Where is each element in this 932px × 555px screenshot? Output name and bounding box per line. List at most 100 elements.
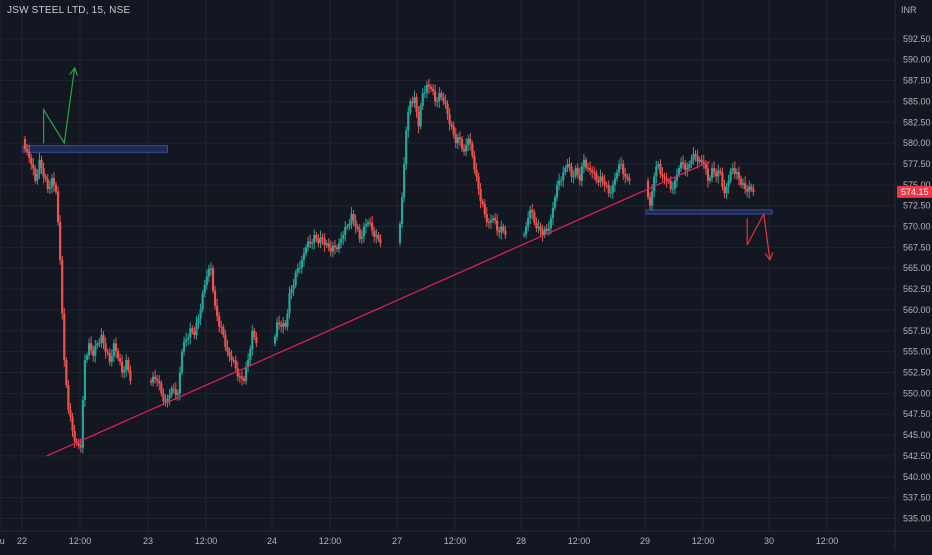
y-tick-label: 587.50 [903,76,931,86]
candle-body [362,226,365,237]
candle-body [325,243,328,245]
candle-body [282,322,285,327]
candle-body [366,222,370,225]
candle-body [284,322,287,327]
last-price-label: 574.15 [901,187,929,197]
candle-body [725,186,728,194]
candle-body [405,130,408,164]
candle-body [729,170,732,181]
x-tick-label: 22 [17,536,27,546]
candle-body [487,221,490,223]
candle-body [360,236,363,240]
candle-body [278,322,281,325]
candle-body [595,172,598,181]
candle-body [477,176,480,189]
candle-body [87,343,91,356]
candle-body [335,247,339,250]
candle-body [727,180,730,187]
candle-body [40,159,43,169]
candle-body [178,372,182,394]
candle-body [112,343,115,357]
candle-body [222,327,225,335]
support-zone[interactable] [22,145,169,153]
candle-body [667,180,670,182]
candle-body [574,168,577,177]
candle-body [748,186,751,192]
candle-body [247,360,250,367]
candle-body [570,166,573,177]
candle-body [32,163,35,169]
y-tick-label: 562.50 [903,284,931,294]
candle-body [73,430,76,441]
candle-body [599,176,602,183]
candle-body [529,209,532,219]
candle-body [275,322,279,337]
candle-body [719,170,722,173]
candle-body [350,214,353,225]
candle-body [228,351,231,356]
candle-body [114,343,118,351]
candle-body [170,388,173,396]
candle-body [409,101,412,113]
candle-body [356,226,359,230]
candle-body [185,339,188,342]
candle-body [230,355,233,360]
candle-body [626,176,629,179]
ascending-trendline[interactable] [46,160,711,457]
candle-body [611,184,614,193]
candle-body [713,168,716,173]
candle-body [465,145,468,152]
candle-body [423,92,426,94]
candle-body [452,126,455,135]
candle-body [733,168,736,174]
candle-body [746,189,749,192]
y-tick-label: 592.50 [903,34,931,44]
candle-body [489,220,493,223]
candle-body [77,443,80,446]
candle-body [292,284,295,290]
candle-body [741,183,745,185]
candle-body [700,159,703,162]
y-tick-label: 552.50 [903,368,931,378]
arrowhead [764,252,774,262]
drawings-layer[interactable] [0,66,895,457]
price-axis[interactable]: 535.00 537.50 540.00 542.50 545.00 547.50 550.… [894,0,932,550]
candle-body [429,86,433,89]
candle-body [704,163,707,169]
candle-body [450,123,453,127]
time-axis[interactable]: 22 12:00 23 12:00 24 12:00 27 12:00 28 12:00 29 12:… [0,530,932,546]
bearish-path-arrow[interactable] [746,212,771,260]
y-tick-label: 567.50 [903,242,931,252]
candle-body [531,209,534,213]
candle-body [331,245,334,252]
candle-body [589,168,592,171]
candle-body [240,376,244,379]
candle-body [403,163,406,198]
candle-body [458,137,462,139]
arrowhead [69,66,79,76]
candle-body [684,163,687,170]
candle-body [317,239,320,244]
candle-body [273,336,277,344]
candle-body [698,159,701,162]
candle-body [710,168,714,179]
currency-label: INR [901,5,917,15]
candle-body [613,178,617,185]
bullish-path-arrow[interactable] [42,67,76,145]
candle-body [255,337,258,344]
y-tick-label: 547.50 [903,409,931,419]
candle-body [696,155,699,162]
candle-body [427,84,431,87]
candle-body [302,253,306,260]
candle-body [415,97,418,112]
candle-body [541,230,544,235]
candle-body [413,97,416,104]
candle-body [731,168,734,171]
candle-body [197,318,200,323]
support-zone[interactable] [645,209,773,215]
candle-body [224,334,227,348]
y-tick-label: 540.00 [903,472,931,482]
candle-body [205,276,208,285]
